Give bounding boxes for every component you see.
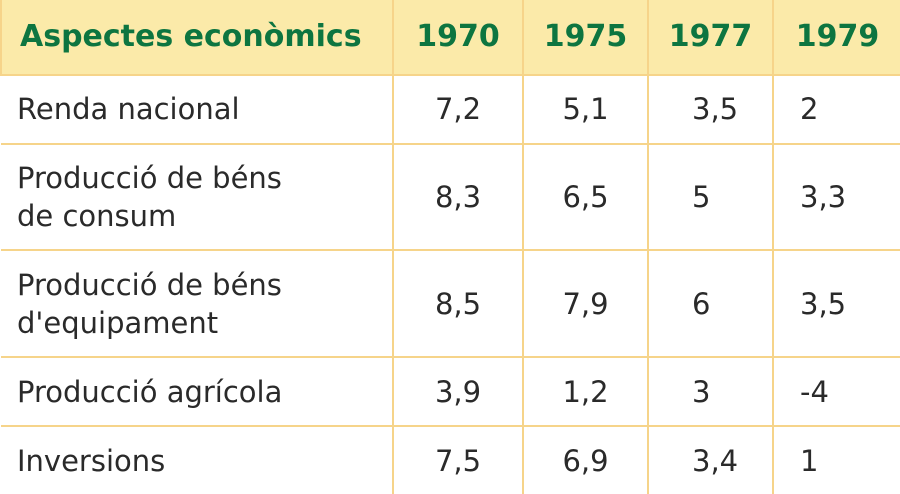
row-label: Renda nacional [1, 73, 394, 145]
cell-value: 2 [772, 73, 900, 145]
row-label-line: Producció de béns [17, 267, 282, 302]
cell-value: 7,9 [522, 249, 649, 359]
table-row: Producció de béns de consum 8,3 6,5 5 3,… [1, 142, 900, 252]
table-row: Producció de béns d'equipament 8,5 7,9 6… [1, 249, 900, 359]
row-label-line: Inversions [17, 443, 166, 478]
cell-value: -4 [772, 356, 900, 428]
cell-value: 3,4 [647, 425, 774, 494]
cell-value: 3,5 [772, 249, 900, 359]
row-label-line: de consum [17, 198, 177, 233]
row-label-line: Producció agrícola [17, 374, 283, 409]
row-label-line: d'equipament [17, 305, 219, 340]
cell-value: 6,5 [522, 142, 649, 252]
table-row: Producció agrícola 3,9 1,2 3 -4 [1, 356, 900, 428]
row-label: Producció agrícola [1, 356, 394, 428]
header-1975: 1975 [522, 0, 649, 76]
row-label: Producció de béns de consum [1, 142, 394, 252]
header-1977: 1977 [647, 0, 774, 76]
cell-value: 3,5 [647, 73, 774, 145]
cell-value: 6,9 [522, 425, 649, 494]
header-aspectes: Aspectes econòmics [0, 0, 394, 76]
cell-value: 5 [647, 142, 774, 252]
header-1970: 1970 [392, 0, 524, 76]
cell-value: 5,1 [522, 73, 649, 145]
cell-value: 8,3 [392, 142, 524, 252]
cell-value: 8,5 [392, 249, 524, 359]
cell-value: 3,9 [392, 356, 524, 428]
cell-value: 7,2 [392, 73, 524, 145]
cell-value: 1 [772, 425, 900, 494]
table-row: Inversions 7,5 6,9 3,4 1 [1, 425, 900, 494]
header-1979: 1979 [772, 0, 900, 76]
table-row: Renda nacional 7,2 5,1 3,5 2 [1, 73, 900, 145]
cell-value: 3,3 [772, 142, 900, 252]
row-label-line: Renda nacional [17, 92, 240, 127]
cell-value: 7,5 [392, 425, 524, 494]
cell-value: 1,2 [522, 356, 649, 428]
cell-value: 6 [647, 249, 774, 359]
row-label: Inversions [1, 425, 394, 494]
cell-value: 3 [647, 356, 774, 428]
row-label-line: Producció de béns [17, 160, 282, 195]
table-header-row: Aspectes econòmics 1970 1975 1977 1979 [0, 0, 900, 76]
row-label: Producció de béns d'equipament [1, 249, 394, 359]
